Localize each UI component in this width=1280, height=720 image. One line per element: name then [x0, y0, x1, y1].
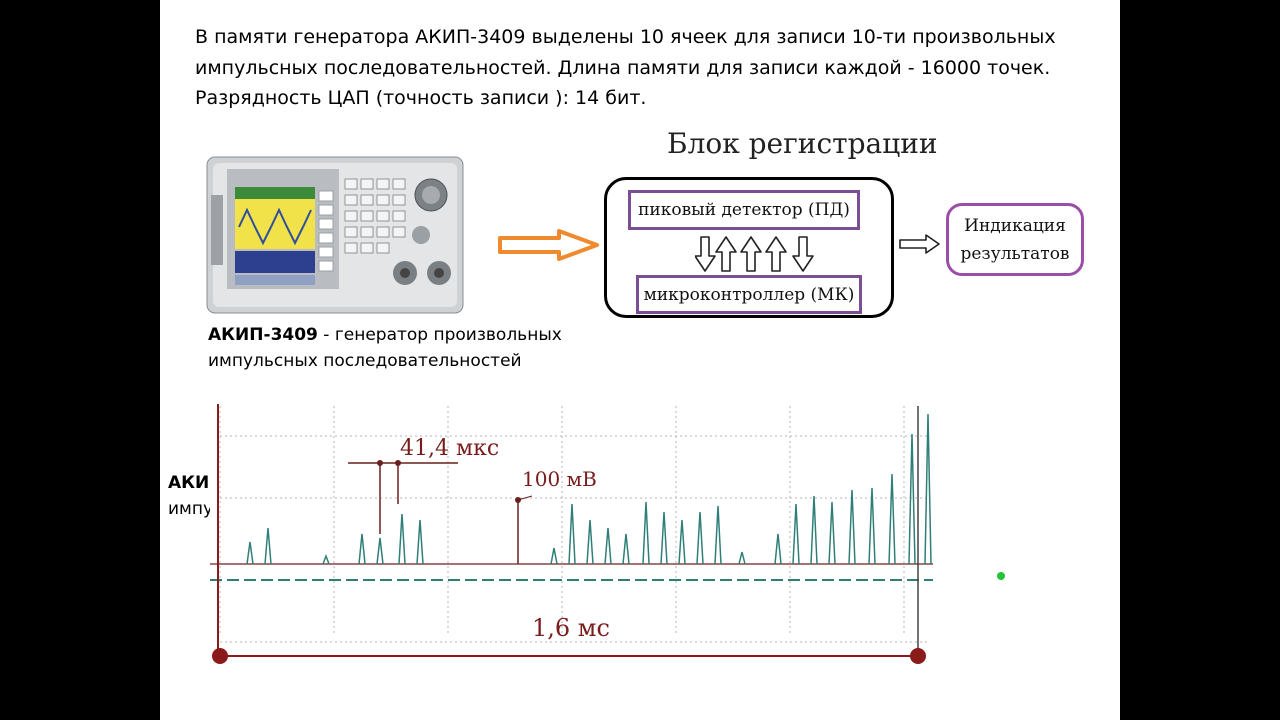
pulse-2	[264, 527, 272, 565]
pulse-14	[660, 511, 668, 565]
pulse-4	[358, 533, 366, 565]
pulse-27	[924, 413, 932, 565]
pulse-8	[550, 547, 558, 565]
pulse-15	[678, 519, 686, 565]
device-name: АКИП-3409	[208, 325, 318, 345]
output-arrow-icon	[899, 234, 940, 254]
caption-text-1: - генератор произвольных	[317, 325, 562, 345]
pulse-25	[888, 473, 896, 565]
pulse-3	[322, 553, 330, 565]
pulse-21	[810, 495, 818, 565]
pulse-1	[246, 541, 254, 565]
pulse-5	[376, 537, 384, 565]
pulse-6	[398, 513, 406, 565]
grid	[219, 406, 930, 643]
clipped-fragment-bold: АКИ	[168, 473, 210, 493]
intro-line-3: Разрядность ЦАП (точность записи ): 14 б…	[195, 87, 647, 109]
intro-text: В памяти генератора АКИП-3409 выделены 1…	[195, 22, 1095, 114]
data-exchange-arrows-icon	[695, 236, 814, 272]
slide: В памяти генератора АКИП-3409 выделены 1…	[160, 0, 1120, 720]
pulse-24	[868, 487, 876, 565]
green-dot-icon	[997, 572, 1005, 580]
pulse-20	[792, 503, 800, 565]
caption-text-2: импульсных последовательностей	[208, 351, 522, 371]
pulse-17	[714, 505, 722, 565]
pulse-19	[774, 533, 782, 565]
oscillogram: 41,4 мкс 100 мВ 1,6 мс	[210, 398, 933, 668]
pulse-18	[738, 551, 746, 565]
diagram-title: Блок регистрации	[667, 127, 938, 160]
intro-line-2: импульсных последовательностей. Длина па…	[195, 56, 1051, 79]
pulse-9	[568, 503, 576, 565]
pulse-13	[642, 501, 650, 565]
duration-label: 1,6 мс	[532, 614, 610, 642]
pulse-16	[696, 511, 704, 565]
peak-detector-box: пиковый детектор (ПД)	[628, 190, 860, 230]
pulse-10	[586, 519, 594, 565]
generator-device-image	[206, 156, 464, 314]
orange-arrow-icon	[498, 229, 599, 261]
amplitude-label: 100 мВ	[522, 467, 597, 491]
pulse-22	[828, 501, 836, 565]
results-indication-box: Индикация результатов	[946, 203, 1084, 276]
indication-line-2: результатов	[960, 243, 1070, 264]
device-caption: АКИП-3409 - генератор произвольных импул…	[208, 322, 562, 374]
pulse-11	[604, 527, 612, 565]
indication-line-1: Индикация	[964, 215, 1066, 236]
pulse-26	[908, 433, 916, 565]
pulse-23	[848, 489, 856, 565]
clipped-fragment: импу	[168, 499, 214, 519]
microcontroller-box: микроконтроллер (МК)	[636, 275, 862, 314]
interval-label: 41,4 мкс	[400, 436, 499, 461]
pulse-7	[416, 519, 424, 565]
intro-line-1: В памяти генератора АКИП-3409 выделены 1…	[195, 26, 1056, 48]
registration-block	[604, 177, 894, 318]
pulse-12	[622, 533, 630, 565]
pulse-train	[246, 413, 932, 565]
